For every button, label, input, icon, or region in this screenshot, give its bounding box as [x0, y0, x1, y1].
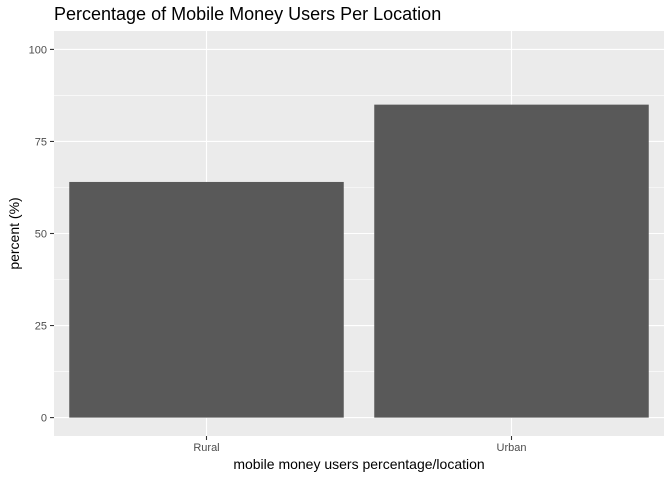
x-axis-title: mobile money users percentage/location — [233, 456, 484, 472]
y-axis-ticks: 0 25 50 75 100 — [29, 44, 54, 425]
y-tick-label: 0 — [41, 413, 47, 425]
y-tick-label: 25 — [35, 321, 47, 333]
bar-urban — [374, 104, 649, 418]
y-tick-label: 50 — [35, 229, 47, 241]
chart-title: Percentage of Mobile Money Users Per Loc… — [54, 4, 441, 24]
bar-group — [69, 104, 649, 418]
y-tick-label: 75 — [35, 136, 47, 148]
x-tick-label: Urban — [497, 442, 527, 454]
x-axis-ticks: Rural Urban — [193, 436, 526, 454]
bar-rural — [69, 181, 344, 418]
y-tick-label: 100 — [29, 44, 47, 56]
x-tick-label: Rural — [193, 442, 219, 454]
y-axis-title: percent (%) — [6, 197, 22, 269]
